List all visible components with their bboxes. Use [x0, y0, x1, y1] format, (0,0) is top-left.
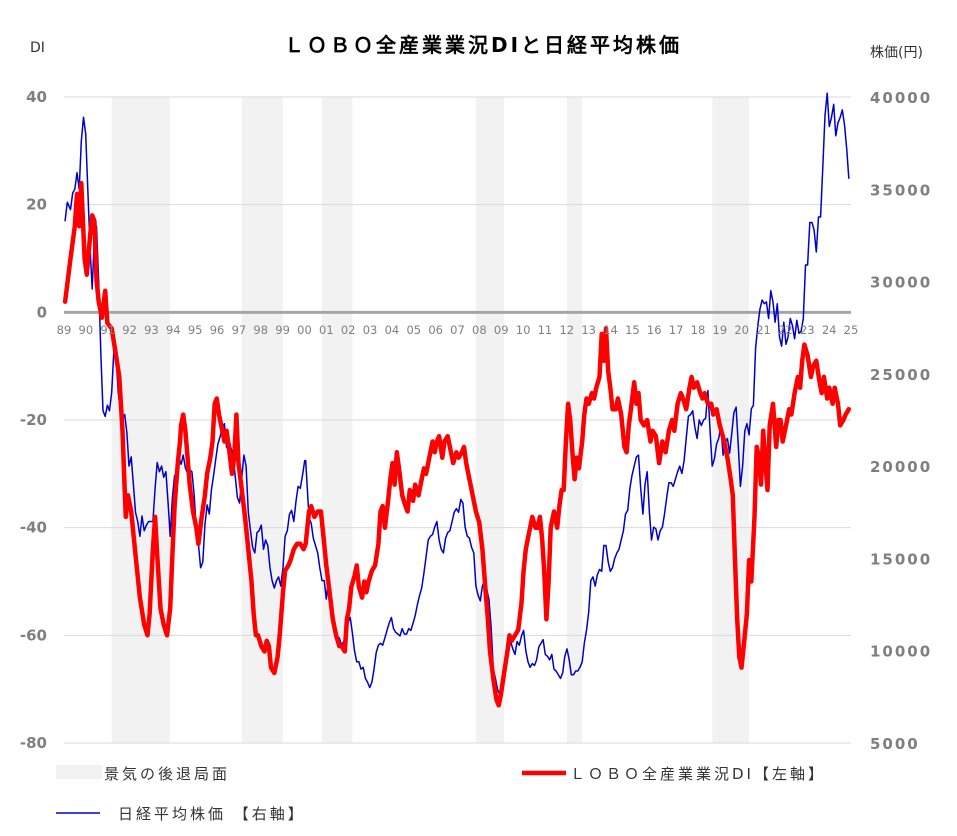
x-tick-label: 20 — [734, 323, 749, 337]
legend-label-recession: 景気の後退局面 — [104, 765, 230, 783]
x-tick-label: 90 — [79, 323, 94, 337]
x-tick-label: 15 — [625, 323, 640, 337]
left-axis-ticks: 40 20 0 -20 -40 -60 -80 — [20, 88, 47, 752]
x-tick-label: 99 — [275, 323, 290, 337]
right-tick-label: 5000 — [870, 735, 920, 753]
legend-label-lobo: ＬＯＢＯ全産業業況DI【左軸】 — [570, 765, 826, 783]
left-tick-label: 20 — [26, 196, 47, 214]
x-tick-label: 14 — [603, 323, 618, 337]
x-tick-label: 89 — [57, 323, 72, 337]
x-axis-ticks: 89 90 91 92 93 94 95 96 97 98 99 00 01 02 03 04 05 06 07 08… — [57, 323, 859, 337]
left-tick-label: 40 — [26, 88, 47, 106]
x-tick-label: 16 — [647, 323, 662, 337]
x-tick-label: 11 — [538, 323, 553, 337]
chart-title: ＬＯＢＯ全産業業況DIと日経平均株価 — [284, 33, 682, 57]
right-axis-ticks: 40000 35000 30000 25000 20000 15000 10000 5000 — [870, 89, 932, 753]
x-tick-label: 12 — [559, 323, 574, 337]
x-tick-label: 22 — [778, 323, 793, 337]
right-tick-label: 30000 — [870, 274, 932, 292]
right-tick-label: 25000 — [870, 366, 932, 384]
right-tick-label: 15000 — [870, 550, 932, 568]
x-tick-label: 96 — [210, 323, 225, 337]
x-tick-label: 17 — [669, 323, 684, 337]
x-tick-label: 25 — [844, 323, 859, 337]
right-tick-label: 35000 — [870, 181, 932, 199]
x-tick-label: 94 — [166, 323, 181, 337]
x-tick-label: 01 — [319, 323, 334, 337]
left-tick-label: -60 — [20, 626, 47, 644]
x-tick-label: 02 — [341, 323, 356, 337]
x-tick-label: 18 — [691, 323, 706, 337]
left-tick-label: -80 — [20, 734, 47, 752]
series-lines — [62, 92, 852, 708]
x-tick-label: 05 — [406, 323, 421, 337]
left-tick-label: 0 — [37, 303, 47, 321]
right-tick-label: 20000 — [870, 458, 932, 476]
x-tick-label: 13 — [581, 323, 596, 337]
x-tick-label: 00 — [297, 323, 312, 337]
legend-swatch-recession — [56, 765, 102, 779]
left-tick-label: -40 — [20, 519, 47, 537]
x-tick-label: 09 — [494, 323, 509, 337]
x-tick-label: 19 — [713, 323, 728, 337]
x-tick-label: 95 — [188, 323, 203, 337]
x-tick-label: 10 — [516, 323, 531, 337]
x-tick-label: 07 — [450, 323, 465, 337]
legend: 景気の後退局面 ＬＯＢＯ全産業業況DI【左軸】 日経平均株価 【右軸】 — [56, 765, 826, 823]
left-tick-label: -20 — [20, 411, 47, 429]
legend-label-nikkei: 日経平均株価 【右軸】 — [118, 805, 306, 823]
gridlines — [64, 96, 851, 744]
x-tick-label: 03 — [363, 323, 378, 337]
x-tick-label: 98 — [253, 323, 268, 337]
x-tick-label: 04 — [385, 323, 400, 337]
right-tick-label: 10000 — [870, 643, 932, 661]
x-tick-label: 93 — [144, 323, 159, 337]
x-tick-label: 92 — [122, 323, 137, 337]
x-tick-label: 06 — [428, 323, 443, 337]
right-tick-label: 40000 — [870, 89, 932, 107]
lobo-di-line — [62, 180, 852, 708]
x-tick-label: 97 — [232, 323, 247, 337]
x-tick-label: 21 — [756, 323, 771, 337]
x-tick-label: 91 — [100, 323, 115, 337]
right-axis-title: 株価(円) — [870, 45, 923, 61]
x-tick-label: 08 — [472, 323, 487, 337]
left-axis-title: DI — [30, 40, 45, 56]
x-tick-label: 23 — [800, 323, 815, 337]
x-tick-label: 24 — [822, 323, 837, 337]
